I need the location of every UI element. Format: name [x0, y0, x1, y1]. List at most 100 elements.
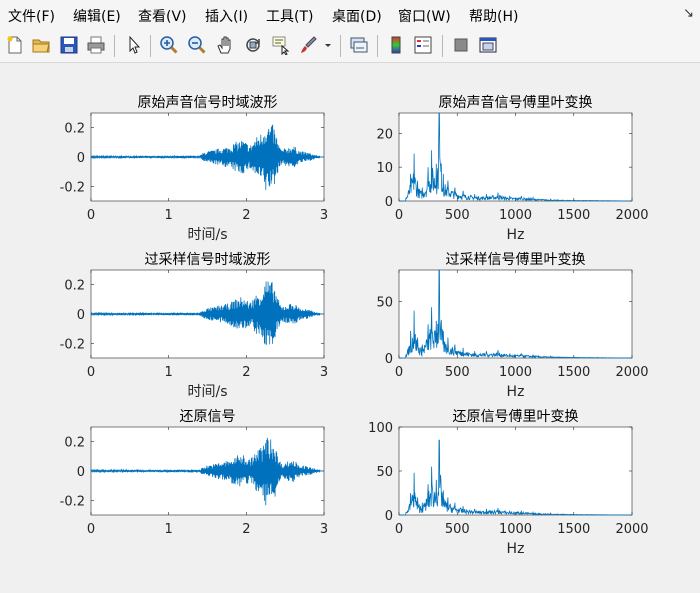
toolbar-separator [150, 35, 151, 57]
axes-title: 还原信号 [180, 409, 236, 425]
rotate-3d-icon[interactable] [241, 33, 265, 57]
y-tick-label: 0 [385, 509, 393, 524]
x-axis-label: Hz [507, 541, 525, 557]
y-tick-label: -0.2 [60, 180, 85, 195]
toolbar-separator [340, 35, 341, 57]
x-tick-label: 0 [87, 365, 95, 380]
series-line [90, 281, 324, 345]
dock-arrow-icon[interactable]: ↘ [683, 6, 694, 21]
x-tick-label: 1500 [557, 208, 590, 223]
colorbar-icon[interactable] [384, 33, 408, 57]
zoom-out-icon[interactable] [185, 33, 209, 57]
x-axis-label: Hz [507, 384, 525, 400]
x-tick-label: 1 [165, 208, 173, 223]
series-line [90, 124, 324, 190]
axes-title: 过采样信号傅里叶变换 [446, 251, 586, 268]
x-tick-label: 1 [165, 365, 173, 380]
axes-6: 0 500 1000 1500 2000 0 50 100 还原信号傅里叶变换 Hz [368, 408, 648, 557]
x-tick-label: 1000 [499, 365, 532, 380]
x-tick-label: 1000 [499, 208, 532, 223]
menu-bar: 文件(F) 编辑(E) 查看(V) 插入(I) 工具(T) 桌面(D) 窗口(W… [0, 0, 700, 30]
x-tick-label: 2000 [615, 522, 648, 537]
open-folder-icon[interactable] [29, 33, 53, 57]
series-line [399, 112, 632, 202]
y-tick-label: 0.2 [64, 122, 85, 137]
dropdown-arrow-icon[interactable] [321, 33, 335, 57]
pan-hand-icon[interactable] [213, 33, 237, 57]
y-tick-label: 0.2 [64, 436, 85, 451]
hide-plot-tools-icon[interactable] [449, 33, 473, 57]
y-tick-label: 0 [77, 308, 85, 323]
y-tick-label: 50 [376, 465, 393, 480]
zoom-in-icon[interactable] [157, 33, 181, 57]
series-line [90, 437, 324, 506]
menu-view[interactable]: 查看(V) [138, 9, 187, 25]
x-tick-label: 0 [395, 522, 403, 537]
x-axis-label: 时间/s [187, 227, 227, 243]
link-plot-icon[interactable] [347, 33, 371, 57]
y-tick-label: -0.2 [60, 337, 85, 352]
figure-toolbar [0, 30, 700, 63]
y-tick-label: 10 [376, 161, 393, 176]
series-line [399, 439, 632, 516]
x-tick-label: 500 [445, 365, 470, 380]
x-tick-label: 2 [242, 208, 250, 223]
x-tick-label: 0 [395, 208, 403, 223]
y-tick-label: 50 [376, 296, 393, 311]
y-tick-label: 20 [376, 127, 393, 142]
print-icon[interactable] [84, 33, 108, 57]
axes-title: 原始声音信号傅里叶变换 [439, 94, 593, 111]
x-tick-label: 3 [320, 522, 328, 537]
x-tick-label: 1500 [557, 365, 590, 380]
save-icon[interactable] [57, 33, 81, 57]
axes-title: 原始声音信号时域波形 [138, 94, 278, 111]
menu-edit[interactable]: 编辑(E) [73, 9, 121, 25]
axes-2: 0 500 1000 1500 2000 0 10 20 原始声音信号傅里叶变换 Hz [376, 94, 648, 243]
x-tick-label: 2000 [615, 208, 648, 223]
x-tick-label: 0 [87, 208, 95, 223]
x-tick-label: 500 [445, 208, 470, 223]
y-tick-label: 0.2 [64, 279, 85, 294]
show-plot-tools-icon[interactable] [476, 33, 500, 57]
x-tick-label: 3 [320, 365, 328, 380]
legend-icon[interactable] [411, 33, 435, 57]
x-tick-label: 500 [445, 522, 470, 537]
axes-4: 0 500 1000 1500 2000 0 50 过采样信号傅里叶变换 Hz [376, 251, 648, 400]
menu-file[interactable]: 文件(F) [8, 9, 55, 25]
x-axis-label: Hz [507, 227, 525, 243]
menu-desktop[interactable]: 桌面(D) [332, 9, 382, 25]
x-tick-label: 1500 [557, 522, 590, 537]
x-tick-label: 0 [87, 522, 95, 537]
x-tick-label: 0 [395, 365, 403, 380]
menu-tools[interactable]: 工具(T) [266, 9, 314, 25]
y-tick-label: 0 [77, 151, 85, 166]
x-axis-label: 时间/s [187, 384, 227, 400]
menu-insert[interactable]: 插入(I) [205, 9, 249, 25]
y-tick-label: -0.2 [60, 494, 85, 509]
toolbar-separator [442, 35, 443, 57]
new-file-icon[interactable] [3, 33, 27, 57]
y-tick-label: 0 [385, 352, 393, 367]
x-tick-label: 2 [242, 522, 250, 537]
figure-canvas: 0 1 2 3 0.2 0 -0.2 原始声音信号时域波形 时间/s 0 500 1000 1500 20… [0, 63, 700, 589]
y-tick-label: 100 [368, 421, 393, 436]
brush-icon[interactable] [296, 33, 320, 57]
y-tick-label: 0 [385, 195, 393, 210]
y-tick-label: 0 [77, 465, 85, 480]
series-line [399, 269, 632, 360]
data-cursor-icon[interactable] [269, 33, 293, 57]
axes-title: 过采样信号时域波形 [145, 252, 271, 268]
x-tick-label: 1 [165, 522, 173, 537]
toolbar-separator [114, 35, 115, 57]
menu-help[interactable]: 帮助(H) [469, 9, 519, 25]
x-tick-label: 2 [242, 365, 250, 380]
x-tick-label: 2000 [615, 365, 648, 380]
cursor-icon[interactable] [122, 33, 146, 57]
axes-title: 还原信号傅里叶变换 [453, 408, 579, 425]
menu-window[interactable]: 窗口(W) [398, 9, 451, 25]
x-tick-label: 1000 [499, 522, 532, 537]
